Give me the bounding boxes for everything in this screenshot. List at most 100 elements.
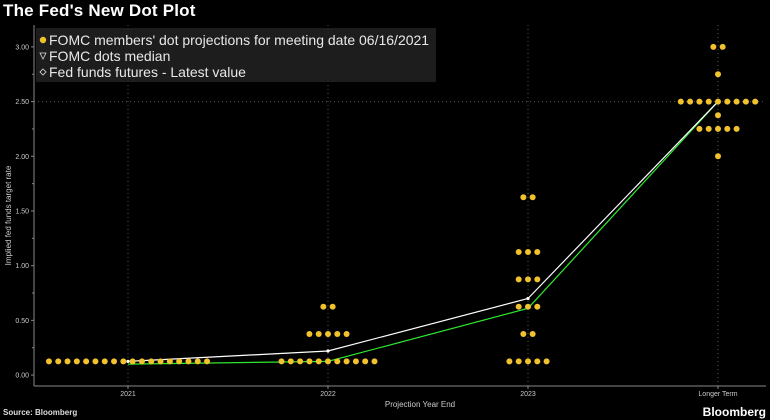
fomc-dot xyxy=(73,358,80,365)
fomc-dot xyxy=(515,303,522,310)
grid-lines xyxy=(34,25,766,386)
fomc-dot xyxy=(334,358,341,365)
chart-title: The Fed's New Dot Plot xyxy=(3,1,196,20)
y-tick-label: 3.00 xyxy=(15,44,29,51)
legend-label: FOMC dots median xyxy=(49,48,170,64)
fomc-dot xyxy=(185,358,192,365)
fomc-dot xyxy=(742,98,749,105)
fomc-dot xyxy=(306,358,313,365)
fomc-dot xyxy=(543,358,550,365)
fomc-dot xyxy=(334,331,341,338)
fomc-dot xyxy=(325,358,331,365)
fomc-dot xyxy=(278,358,285,365)
fomc-dot xyxy=(696,125,703,132)
fomc-dot xyxy=(506,358,513,365)
fomc-dot xyxy=(677,98,684,105)
fomc-dot xyxy=(362,358,369,365)
fomc-dot xyxy=(204,358,211,365)
fomc-dot xyxy=(325,331,331,338)
bloomberg-logo: Bloomberg xyxy=(702,405,766,419)
fomc-dot xyxy=(515,276,522,283)
fomc-dot xyxy=(176,358,183,365)
fomc-dot xyxy=(710,43,717,50)
legend: FOMC members' dot projections for meetin… xyxy=(36,28,436,82)
dot-projections xyxy=(45,43,759,365)
fomc-dot xyxy=(120,358,127,365)
fomc-dot xyxy=(752,98,759,105)
fomc-dot xyxy=(315,358,322,365)
fomc-dot xyxy=(55,358,62,365)
legend-box xyxy=(36,28,436,82)
fomc-dot xyxy=(166,358,173,365)
fomc-dot xyxy=(138,358,145,365)
fomc-dot xyxy=(83,358,90,365)
fomc-dot xyxy=(343,358,350,365)
fomc-dot xyxy=(194,358,201,365)
fomc-dot xyxy=(719,43,726,50)
median-line xyxy=(127,101,719,362)
x-tick-label: Longer Term xyxy=(698,391,737,398)
fomc-dot xyxy=(297,358,304,365)
fomc-dot xyxy=(529,331,536,338)
fomc-dot xyxy=(525,358,531,365)
legend-label: Fed funds futures - Latest value xyxy=(49,64,246,80)
fomc-dot xyxy=(148,358,155,365)
fomc-dot xyxy=(715,71,721,78)
fomc-dot xyxy=(157,358,164,365)
fomc-dot xyxy=(715,153,721,160)
y-tick-label: 0.50 xyxy=(15,318,29,325)
fomc-dot xyxy=(733,125,740,132)
median-marker xyxy=(126,359,130,363)
fomc-dot xyxy=(724,125,731,132)
fomc-dot xyxy=(724,98,731,105)
fomc-dot xyxy=(320,303,327,310)
median-marker xyxy=(326,349,330,353)
fomc-dot xyxy=(525,248,531,255)
legend-dot-marker xyxy=(39,36,47,44)
fomc-dot xyxy=(534,303,541,310)
y-tick-label: 0.00 xyxy=(15,373,29,380)
median-marker xyxy=(526,296,530,301)
fomc-dot xyxy=(715,125,721,132)
fomc-dot xyxy=(306,331,313,338)
y-tick-label: 2.00 xyxy=(15,154,29,161)
y-tick-label: 1.50 xyxy=(15,208,29,215)
fomc-dot xyxy=(92,358,99,365)
fomc-dot xyxy=(515,358,522,365)
fomc-dot xyxy=(287,358,294,365)
fomc-dot xyxy=(111,358,118,365)
fomc-dot xyxy=(733,98,740,105)
fomc-dot xyxy=(529,194,536,201)
y-axis-label: Implied fed funds target rate xyxy=(4,165,13,265)
series-lines xyxy=(126,99,720,365)
fomc-dot xyxy=(101,358,108,365)
fomc-dot xyxy=(45,358,52,365)
fomc-dot xyxy=(520,194,527,201)
fomc-dot xyxy=(64,358,71,365)
x-axis-label: Projection Year End xyxy=(385,400,455,409)
fomc-dot xyxy=(371,358,378,365)
fomc-dot xyxy=(715,112,721,119)
legend-futures-marker xyxy=(39,68,47,76)
x-tick-label: 2023 xyxy=(520,391,536,398)
y-tick-label: 1.00 xyxy=(15,263,29,270)
source-note: Source: Bloomberg xyxy=(3,408,78,417)
fomc-dot xyxy=(705,98,712,105)
fomc-dot xyxy=(329,303,336,310)
fomc-dot xyxy=(687,98,694,105)
x-tick-label: 2022 xyxy=(320,391,336,398)
fomc-dot xyxy=(525,276,531,283)
fomc-dot xyxy=(696,98,703,105)
fomc-dot xyxy=(525,303,531,310)
legend-label: FOMC members' dot projections for meetin… xyxy=(49,32,429,48)
y-tick-label: 2.50 xyxy=(15,99,29,106)
fomc-dot xyxy=(705,125,712,132)
fomc-dot xyxy=(534,248,541,255)
fomc-dot xyxy=(515,248,522,255)
fomc-dot xyxy=(534,358,541,365)
fomc-dot xyxy=(352,358,359,365)
fomc-dot xyxy=(534,276,541,283)
fomc-dot xyxy=(343,331,350,338)
fomc-dot xyxy=(520,331,527,338)
